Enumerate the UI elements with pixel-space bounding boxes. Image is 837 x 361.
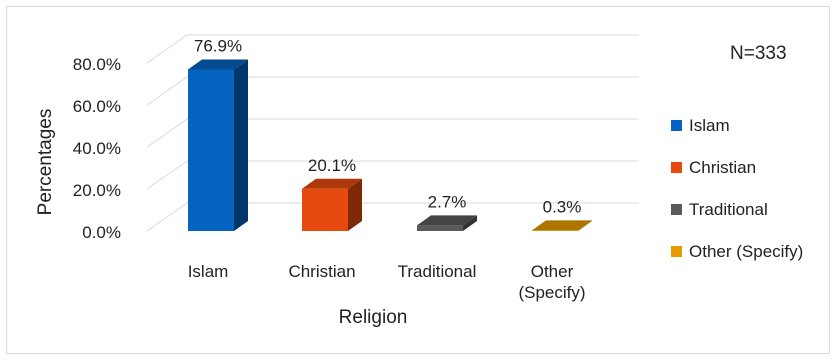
bar-islam (188, 59, 248, 232)
legend-swatch (671, 204, 682, 215)
y-tick-label: 0.0% (82, 223, 121, 242)
x-axis-label: Religion (339, 307, 408, 328)
legend-label: Christian (689, 158, 756, 177)
bar-top (532, 220, 592, 231)
legend-item: Islam (671, 116, 730, 135)
x-tick-label: Other (531, 262, 574, 281)
bar-side (348, 178, 362, 231)
bar-side (463, 215, 477, 231)
bar-front (532, 230, 578, 231)
data-label: 0.3% (543, 197, 582, 216)
legend-swatch (671, 120, 682, 131)
x-tick-label: Christian (288, 262, 355, 281)
y-tick-label: 40.0% (73, 139, 121, 158)
gridline-side (146, 160, 188, 190)
bar-front (302, 188, 348, 231)
sample-size-annotation: N=333 (730, 43, 787, 64)
y-tick-label: 60.0% (73, 97, 121, 116)
gridline-side (146, 202, 188, 232)
gridline-side (146, 76, 188, 106)
legend-item: Traditional (671, 200, 768, 219)
legend-swatch (671, 162, 682, 173)
bar-traditional (417, 215, 477, 231)
bar-top (417, 215, 477, 226)
gridline-side (146, 118, 188, 148)
y-axis-ticks: 0.0% 20.0% 40.0% 60.0% 80.0% (73, 55, 121, 242)
chart-frame: 0.0% 20.0% 40.0% 60.0% 80.0% 76.9% 20.1% 2.7% 0… (6, 6, 830, 354)
bar-front (188, 69, 234, 231)
y-axis-label: Percentages (35, 109, 56, 216)
x-tick-label: Islam (188, 262, 229, 281)
bar-top (302, 178, 362, 189)
data-label: 20.1% (308, 156, 356, 175)
x-tick-label: Traditional (398, 262, 477, 281)
legend-item: Christian (671, 158, 756, 177)
data-labels: 76.9% 20.1% 2.7% 0.3% (194, 37, 581, 217)
legend-swatch (671, 246, 682, 257)
religion-bar-chart: 0.0% 20.0% 40.0% 60.0% 80.0% 76.9% 20.1% 2.7% 0… (35, 34, 803, 328)
bar-other-specify (532, 220, 592, 231)
data-label: 2.7% (428, 192, 467, 211)
legend: Islam Christian Traditional Other (Specify) (671, 116, 803, 261)
gridline-side (146, 34, 188, 64)
bars (188, 59, 592, 232)
gridlines (146, 34, 639, 232)
legend-label: Traditional (689, 200, 768, 219)
bar-top (188, 59, 248, 70)
data-label: 76.9% (194, 37, 242, 56)
bar-christian (302, 178, 362, 231)
y-tick-label: 20.0% (73, 181, 121, 200)
y-tick-label: 80.0% (73, 55, 121, 74)
legend-label: Other (Specify) (689, 242, 803, 261)
legend-item: Other (Specify) (671, 242, 803, 261)
x-axis-ticks: Islam Christian Traditional Other (Specify) (188, 262, 586, 302)
x-tick-label: (Specify) (518, 283, 585, 302)
bar-front (417, 225, 463, 231)
bar-side (578, 220, 592, 231)
legend-label: Islam (689, 116, 730, 135)
bar-side (234, 59, 248, 232)
